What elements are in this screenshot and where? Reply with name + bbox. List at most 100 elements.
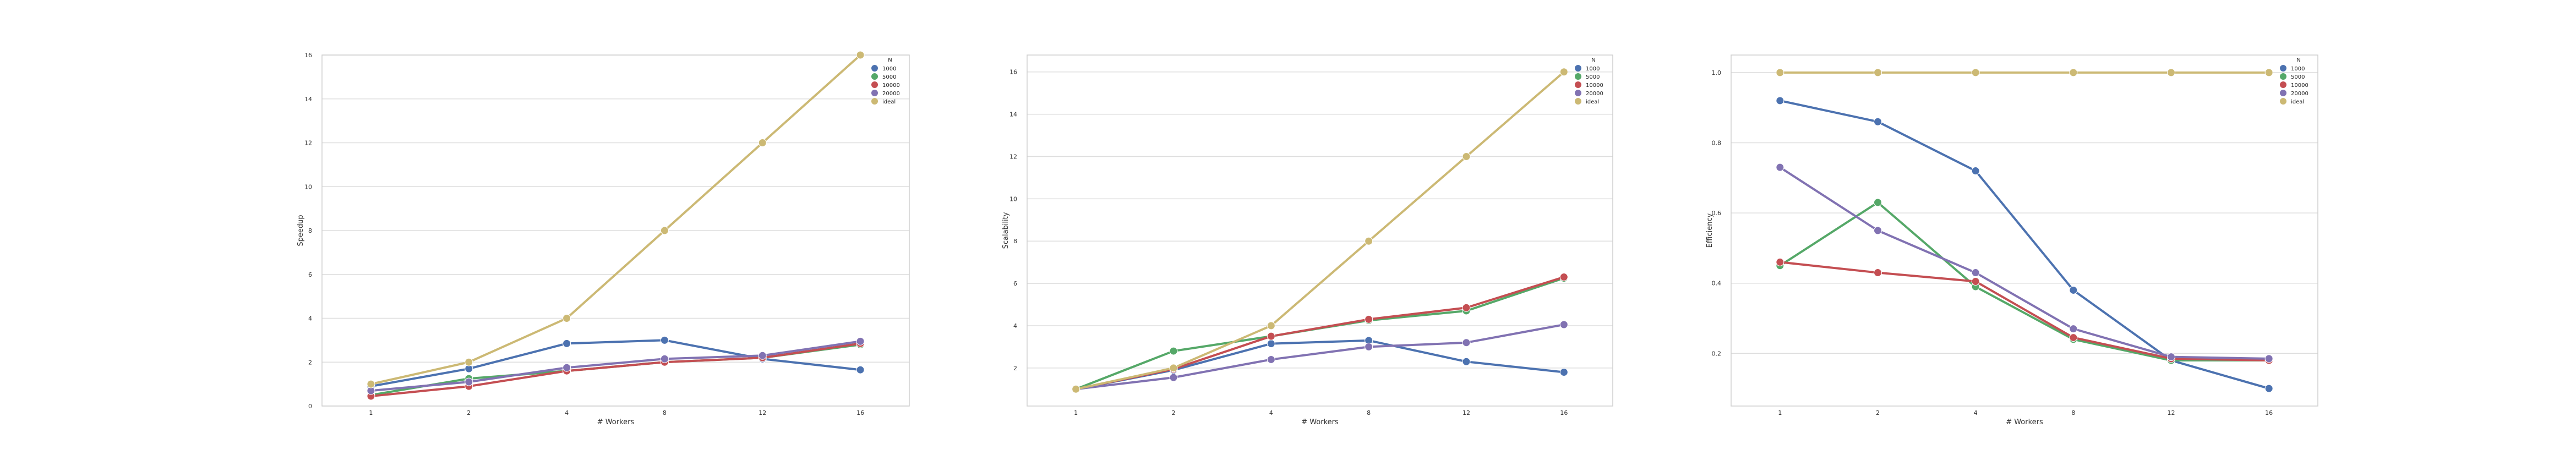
y-tick-label: 10 [1009, 195, 1017, 202]
data-point-ideal [563, 314, 571, 322]
y-tick-label: 14 [304, 96, 312, 103]
series-line-ideal [369, 54, 862, 386]
legend-label: 5000 [2291, 74, 2305, 80]
data-point-ideal [660, 226, 669, 235]
legend-marker [1575, 65, 1581, 72]
x-tick-label: 8 [2071, 409, 2075, 416]
data-point-1000 [563, 339, 571, 348]
series-line-10000 [1778, 261, 2271, 362]
data-point-ideal [1365, 237, 1373, 245]
legend-label: 10000 [882, 83, 900, 89]
x-tick-label: 1 [1074, 409, 1078, 416]
series-line-20000 [369, 340, 862, 392]
data-point-ideal [1267, 321, 1275, 330]
data-point-10000 [1559, 273, 1568, 282]
y-tick-label: 6 [1013, 280, 1017, 287]
x-tick-label: 2 [1876, 409, 1880, 416]
x-tick-label: 2 [1172, 409, 1176, 416]
y-tick-label: 4 [308, 315, 312, 322]
data-point-10000 [1874, 268, 1882, 277]
data-point-20000 [2264, 354, 2273, 363]
data-point-ideal [367, 380, 375, 388]
y-tick-label: 16 [304, 52, 312, 59]
data-point-20000 [1169, 373, 1178, 382]
series-line-1000 [369, 339, 862, 388]
x-tick-label: 1 [1778, 409, 1782, 416]
legend-label: ideal [2291, 99, 2304, 105]
legend-marker [871, 90, 878, 96]
legend-label: 5000 [1586, 74, 1600, 80]
x-tick-label: 4 [565, 409, 569, 416]
data-point-1000 [1776, 96, 1784, 105]
y-tick-label: 12 [304, 140, 312, 147]
data-point-1000 [856, 365, 865, 374]
legend-marker [871, 73, 878, 80]
y-tick-label: 0.4 [1712, 280, 1722, 287]
x-tick-label: 16 [1560, 409, 1568, 416]
data-point-ideal [1874, 68, 1882, 77]
y-axis-label: Scalability [1002, 212, 1010, 249]
data-point-ideal [856, 51, 865, 59]
data-point-10000 [1462, 303, 1471, 312]
data-point-20000 [1267, 355, 1275, 364]
data-point-5000 [1169, 347, 1178, 355]
x-tick-label: 12 [1462, 409, 1470, 416]
data-point-20000 [465, 377, 473, 386]
data-point-ideal [2264, 68, 2273, 77]
series-line-1000 [1778, 99, 2271, 390]
legend-marker [2280, 98, 2286, 105]
data-point-20000 [1971, 268, 1980, 277]
data-point-20000 [2167, 353, 2175, 361]
data-point-ideal [1072, 385, 1080, 393]
legend-label: ideal [1586, 99, 1599, 105]
y-tick-label: 10 [304, 183, 312, 190]
legend-marker [1575, 81, 1581, 88]
legend-label: 5000 [882, 74, 896, 80]
series-line-5000 [1778, 201, 2271, 362]
plot-frame [321, 54, 910, 407]
data-point-1000 [1462, 357, 1471, 366]
legend-title: N [1591, 57, 1595, 63]
data-point-ideal [2069, 68, 2078, 77]
x-axis-label: # Workers [2006, 418, 2043, 426]
x-tick-label: 12 [2168, 409, 2175, 416]
x-tick-label: 8 [663, 409, 667, 416]
y-tick-label: 0.6 [1712, 210, 1722, 217]
x-axis-label: # Workers [1301, 418, 1339, 426]
data-point-10000 [1267, 332, 1275, 341]
legend-label: 10000 [2291, 83, 2308, 89]
series-line-1000 [1074, 339, 1565, 391]
data-point-20000 [1462, 338, 1471, 347]
x-tick-label: 1 [369, 409, 373, 416]
x-axis-label: # Workers [597, 418, 635, 426]
series-line-20000 [1074, 324, 1565, 391]
y-tick-label: 0.8 [1712, 140, 1722, 147]
legend-label: 1000 [1586, 66, 1600, 72]
y-tick-label: 8 [1013, 238, 1017, 245]
data-point-20000 [856, 337, 865, 346]
legend-label: 20000 [882, 91, 900, 97]
data-point-ideal [1169, 364, 1178, 372]
legend-label: 20000 [2291, 91, 2308, 97]
legend-label: 1000 [882, 66, 896, 72]
legend-marker [1575, 98, 1581, 105]
legend-label: 1000 [2291, 66, 2305, 72]
series-line-10000 [369, 342, 862, 398]
series-line-ideal [1074, 70, 1565, 391]
plot-frame [1027, 54, 1613, 407]
data-point-1000 [2264, 384, 2273, 393]
y-tick-label: 6 [308, 271, 312, 278]
data-point-1000 [1874, 117, 1882, 126]
data-point-ideal [1971, 68, 1980, 77]
y-tick-label: 16 [1009, 69, 1017, 76]
legend-label: ideal [882, 99, 896, 105]
x-tick-label: 8 [1367, 409, 1371, 416]
data-point-ideal [1776, 68, 1784, 77]
legend-label: 20000 [1586, 91, 1603, 97]
data-point-20000 [1365, 342, 1373, 351]
data-point-20000 [2069, 325, 2078, 333]
legend-marker [2280, 65, 2286, 72]
legend-title: N [888, 57, 892, 63]
